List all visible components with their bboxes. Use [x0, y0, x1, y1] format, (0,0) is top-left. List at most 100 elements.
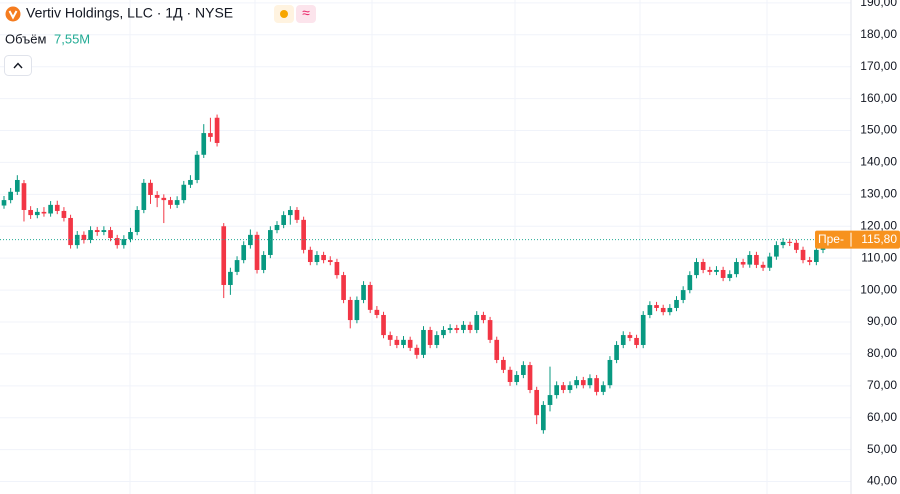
candle-body — [714, 269, 719, 272]
candle-body — [807, 260, 813, 262]
candle-body — [814, 249, 819, 262]
candle-body — [627, 335, 633, 338]
last-price-tag-bg — [815, 230, 900, 249]
candle-body — [307, 249, 313, 262]
candle-body — [700, 261, 706, 270]
candle-body — [381, 314, 386, 336]
candle-body — [74, 234, 80, 246]
candle-body — [754, 254, 759, 265]
candle-body — [547, 395, 553, 405]
candle-body — [321, 254, 326, 261]
candle-body — [208, 133, 213, 137]
candle-body — [354, 299, 360, 321]
candle-body — [108, 230, 113, 239]
candle-body — [387, 335, 393, 340]
candle-body — [188, 179, 193, 185]
candle-body — [614, 344, 619, 360]
candle-body — [507, 369, 513, 382]
y-tick-label: 140,00 — [860, 155, 897, 169]
y-tick-label: 120,00 — [860, 218, 897, 232]
candle-body — [174, 200, 180, 205]
candle-body — [161, 197, 167, 201]
y-tick-label: 60,00 — [867, 410, 897, 424]
candle-body — [740, 261, 746, 265]
candle-body — [228, 271, 233, 285]
y-tick-label: 40,00 — [867, 474, 897, 488]
candle-body — [607, 359, 613, 386]
candle-body — [654, 305, 659, 308]
candle-body — [527, 365, 533, 390]
candle-body — [241, 245, 247, 261]
candle-body — [181, 184, 187, 201]
candle-body — [41, 211, 47, 214]
y-tick-label: 70,00 — [867, 378, 897, 392]
collapse-arrow — [13, 62, 23, 69]
candle-body — [580, 380, 586, 386]
candle-body — [68, 217, 73, 246]
candle-body — [201, 133, 207, 155]
candle-body — [567, 385, 573, 390]
candle-body — [261, 254, 267, 270]
candle-body — [574, 380, 579, 386]
logo-mark — [8, 10, 18, 20]
candle-body — [341, 275, 346, 300]
candle-body — [780, 241, 786, 246]
candle-body — [680, 290, 686, 300]
candle-body — [21, 183, 27, 210]
candle-body — [248, 234, 253, 246]
candle-body — [800, 249, 806, 261]
delay-icon[interactable] — [296, 5, 316, 23]
candle-body — [760, 264, 766, 268]
candle-body — [514, 374, 520, 382]
candle-body — [467, 324, 473, 330]
candle-body — [394, 339, 400, 345]
y-tick-label: 90,00 — [867, 314, 897, 328]
y-tick-label: 110,00 — [861, 250, 897, 264]
candle-body — [334, 261, 340, 276]
candle-body — [101, 230, 107, 233]
candle-body — [620, 335, 626, 345]
candle-body — [594, 378, 599, 392]
collapse-button[interactable] — [4, 55, 32, 76]
y-tick-label: 180,00 — [860, 27, 897, 41]
candle-body — [794, 242, 799, 250]
candle-body — [767, 256, 773, 268]
candle-body — [774, 245, 779, 257]
candle-body — [674, 299, 679, 308]
candle-body — [154, 194, 160, 198]
candle-body — [287, 209, 293, 216]
candle-body — [281, 215, 286, 225]
candle-body — [707, 269, 713, 272]
candle-body — [694, 261, 699, 276]
delay-symbol: ≈ — [302, 5, 310, 21]
plot — [0, 2, 851, 483]
candle-body — [61, 210, 67, 218]
candle-body — [34, 211, 40, 216]
candle-body — [361, 284, 366, 300]
candle-body — [787, 241, 793, 243]
candle-body — [274, 224, 280, 231]
candle-body — [114, 238, 120, 246]
y-tick-label: 130,00 — [860, 187, 897, 201]
candle-body — [560, 385, 566, 390]
candle-body — [54, 204, 60, 211]
candle-body — [347, 299, 353, 321]
candle-body — [541, 404, 546, 431]
candle-body — [554, 385, 559, 396]
y-tick-label: 80,00 — [867, 346, 897, 360]
candle-body — [454, 328, 460, 330]
candle-body — [374, 309, 380, 315]
y-tick-label: 160,00 — [860, 91, 897, 105]
candle-body — [647, 305, 653, 315]
candle-body — [327, 260, 333, 262]
candle-body — [521, 365, 526, 375]
candle-body — [427, 329, 433, 345]
last-price-tag: Пре- — [818, 232, 844, 246]
candle-body — [434, 335, 440, 345]
v-grid — [129, 0, 768, 494]
candle-body — [194, 154, 200, 180]
candle-body — [501, 359, 506, 370]
candle-body — [640, 314, 646, 345]
candle-body — [481, 314, 486, 321]
